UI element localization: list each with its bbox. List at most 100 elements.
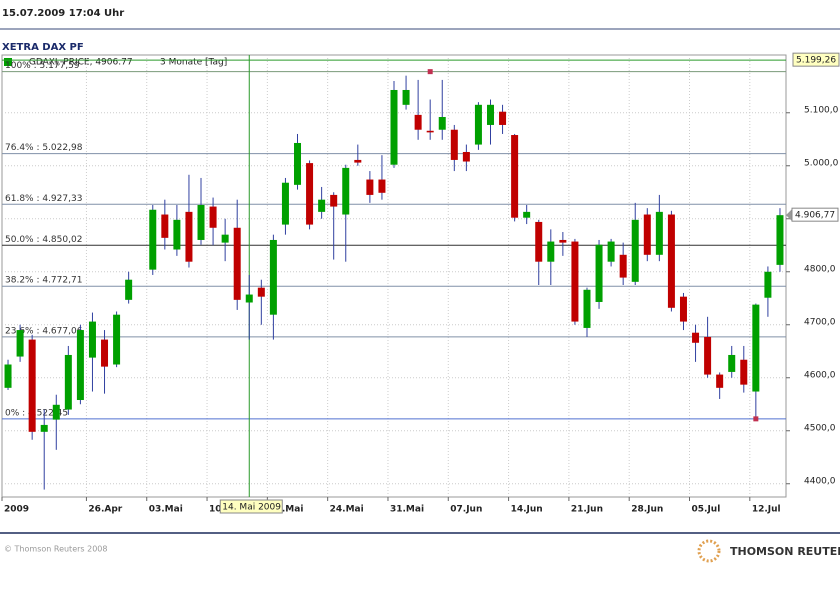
instrument: XETRA DAX PF (2, 42, 84, 53)
brand: THOMSON REUTERS (730, 545, 840, 558)
candle-body (113, 314, 121, 365)
fib-label: 0% : 4.522,45 (5, 408, 68, 418)
candle-body (716, 374, 724, 388)
candle-body (511, 135, 519, 218)
candle-body (161, 214, 169, 238)
candle-body (28, 339, 36, 432)
candle-body (583, 289, 591, 328)
candle-body (390, 89, 398, 165)
candle-body (752, 304, 760, 392)
candle-body (643, 214, 651, 255)
fib-label: 100% : 5.177,59 (5, 61, 80, 71)
candle-body (294, 142, 302, 185)
fib-label: 38.2% : 4.772,71 (5, 276, 82, 286)
candle-body (149, 209, 157, 270)
y-tick-label: 4800,0 (804, 264, 836, 274)
candle-body (173, 219, 181, 250)
candle-body (197, 204, 205, 240)
candle-body (101, 339, 109, 367)
candle-body (667, 214, 675, 308)
x-tick-label: 14.Jun (511, 505, 543, 515)
candle-body (559, 239, 567, 243)
candle-body (354, 159, 362, 163)
extreme-marker (427, 69, 433, 75)
candle-body (486, 104, 494, 125)
candle-body (342, 167, 350, 215)
x-tick-label: 21.Jun (571, 505, 603, 515)
candle-body (306, 163, 314, 225)
candle-body (426, 130, 434, 133)
candle-body (209, 206, 217, 228)
legend-text: .GDAXI, PRICE, 4906.77 (26, 58, 133, 68)
fib-label: 61.8% : 4.927,33 (5, 194, 82, 204)
fib-label: 23.6% : 4.677,06 (5, 326, 83, 336)
last-price-pointer (786, 209, 792, 222)
candle-body (281, 182, 289, 225)
candle-body (438, 117, 446, 130)
candle-body (523, 211, 531, 218)
crosshair-y-box (792, 52, 840, 67)
candle-body (450, 129, 458, 160)
candle-body (631, 219, 639, 282)
copyright: © Thomson Reuters 2008 (4, 545, 107, 554)
candle-body (233, 227, 241, 300)
extreme-marker (753, 416, 759, 422)
candle-body (4, 364, 12, 388)
x-tick-label: 12.Jul (752, 505, 781, 515)
candle-body (704, 336, 712, 375)
candle-body (52, 404, 60, 420)
candle-body (595, 244, 603, 302)
y-tick-label: 4500,0 (804, 423, 836, 433)
candle-body (64, 354, 72, 410)
candle-body (535, 221, 543, 262)
crosshair-y-label: 5.199,26 (796, 56, 836, 66)
last-price-label: 4.906,77 (795, 211, 835, 221)
y-tick-label: 5.000,0 (804, 158, 839, 168)
candle-body (414, 114, 422, 130)
candle-body (619, 254, 627, 278)
candle-body (776, 215, 784, 265)
candle-body (185, 211, 193, 262)
x-tick-label: 24.Mai (330, 505, 364, 515)
period: 3 Monate [Tag] (160, 58, 227, 68)
candle-body (728, 354, 736, 372)
y-tick-label: 5.100,0 (804, 105, 839, 115)
candle-body (378, 179, 386, 193)
candle-body (257, 287, 265, 297)
candle-body (330, 194, 338, 207)
candle-body (692, 332, 700, 343)
y-tick-label: 4600,0 (804, 370, 836, 380)
x-tick-label: 17.Mai (269, 505, 303, 515)
y-tick-label: 4700,0 (804, 317, 836, 327)
legend-icon (4, 58, 12, 66)
candle-body (40, 424, 48, 432)
crosshair-x-box (219, 499, 283, 514)
x-tick-label: 31.Mai (390, 505, 424, 515)
fib-label: 76.4% : 5.022,98 (5, 143, 83, 153)
last-price-box (791, 207, 839, 222)
candle-body (679, 296, 687, 322)
candle-body (245, 294, 253, 303)
fib-label: 50.0% : 4.850,02 (5, 235, 82, 245)
x-tick-label: 05.Jul (692, 505, 721, 515)
x-tick-label: 26.Apr (88, 505, 122, 515)
logo-icon (697, 539, 721, 563)
candle-body (607, 241, 615, 262)
candle-body (655, 211, 663, 255)
timestamp: 15.07.2009 17:04 Uhr (2, 8, 124, 19)
candle-body (16, 330, 24, 357)
candle-body (125, 279, 133, 300)
candle-body (221, 234, 229, 243)
candle-body (547, 241, 555, 262)
candle-body (269, 239, 277, 315)
x-tick-label: 07.Jun (450, 505, 482, 515)
x-tick-label: 28.Jun (631, 505, 663, 515)
candle-body (740, 359, 748, 385)
candle-body (462, 151, 470, 162)
candle-body (474, 104, 482, 145)
candle-body (318, 199, 326, 212)
plot-frame (1, 54, 787, 498)
candle-body (76, 330, 84, 401)
